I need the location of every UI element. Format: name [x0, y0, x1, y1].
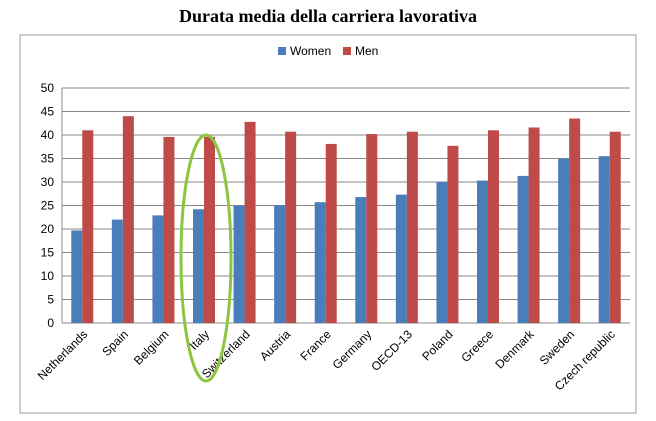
- legend-label-men: Men: [355, 44, 378, 58]
- bar-men: [122, 116, 134, 323]
- bar-men: [82, 130, 94, 323]
- y-tick-label: 10: [41, 269, 55, 283]
- bar-men: [163, 136, 175, 323]
- y-tick-label: 20: [41, 222, 55, 236]
- bar-men: [406, 131, 418, 323]
- y-tick-label: 45: [41, 105, 55, 119]
- bar-women: [274, 205, 286, 323]
- bar-women: [233, 205, 245, 323]
- y-tick-label: 5: [47, 293, 54, 307]
- annotation: [179, 133, 233, 383]
- legend-swatch-women: [278, 47, 286, 55]
- legend-swatch-men: [343, 47, 351, 55]
- legend-label-women: Women: [290, 44, 331, 58]
- bar-women: [558, 158, 570, 323]
- bar-women: [111, 219, 123, 323]
- bar-women: [395, 194, 407, 323]
- bar-men: [244, 121, 256, 323]
- bar-men: [285, 131, 297, 323]
- y-tick-label: 0: [47, 316, 54, 330]
- y-tick-label: 25: [41, 199, 55, 213]
- bar-men: [204, 136, 215, 323]
- y-tick-label: 30: [41, 175, 55, 189]
- y-tick-label: 50: [41, 81, 55, 95]
- bar-men: [366, 134, 378, 323]
- y-tick-label: 15: [41, 246, 55, 260]
- bar-women: [517, 175, 529, 323]
- bar-men: [528, 127, 540, 323]
- bar-women: [314, 202, 326, 323]
- bar-women: [477, 180, 488, 323]
- bar-men: [488, 130, 499, 323]
- y-tick-label: 35: [41, 152, 55, 166]
- bar-women: [598, 156, 610, 323]
- highlight-ellipse: [179, 133, 233, 383]
- bar-women: [193, 209, 204, 323]
- bar-men: [569, 118, 581, 323]
- chart-title: Durata media della carriera lavorativa: [179, 6, 477, 26]
- y-axis: 0 5 10 15 20 25 30 35 40 45 50: [41, 81, 63, 330]
- bars: [71, 116, 621, 323]
- bar-women: [355, 197, 367, 323]
- bar-men: [447, 145, 459, 323]
- legend: Women Men: [278, 44, 378, 58]
- bar-women: [152, 215, 164, 323]
- y-tick-label: 40: [41, 128, 55, 142]
- bar-women: [71, 230, 83, 323]
- bar-women: [436, 182, 448, 323]
- bar-men: [609, 131, 621, 323]
- bar-men: [325, 143, 337, 323]
